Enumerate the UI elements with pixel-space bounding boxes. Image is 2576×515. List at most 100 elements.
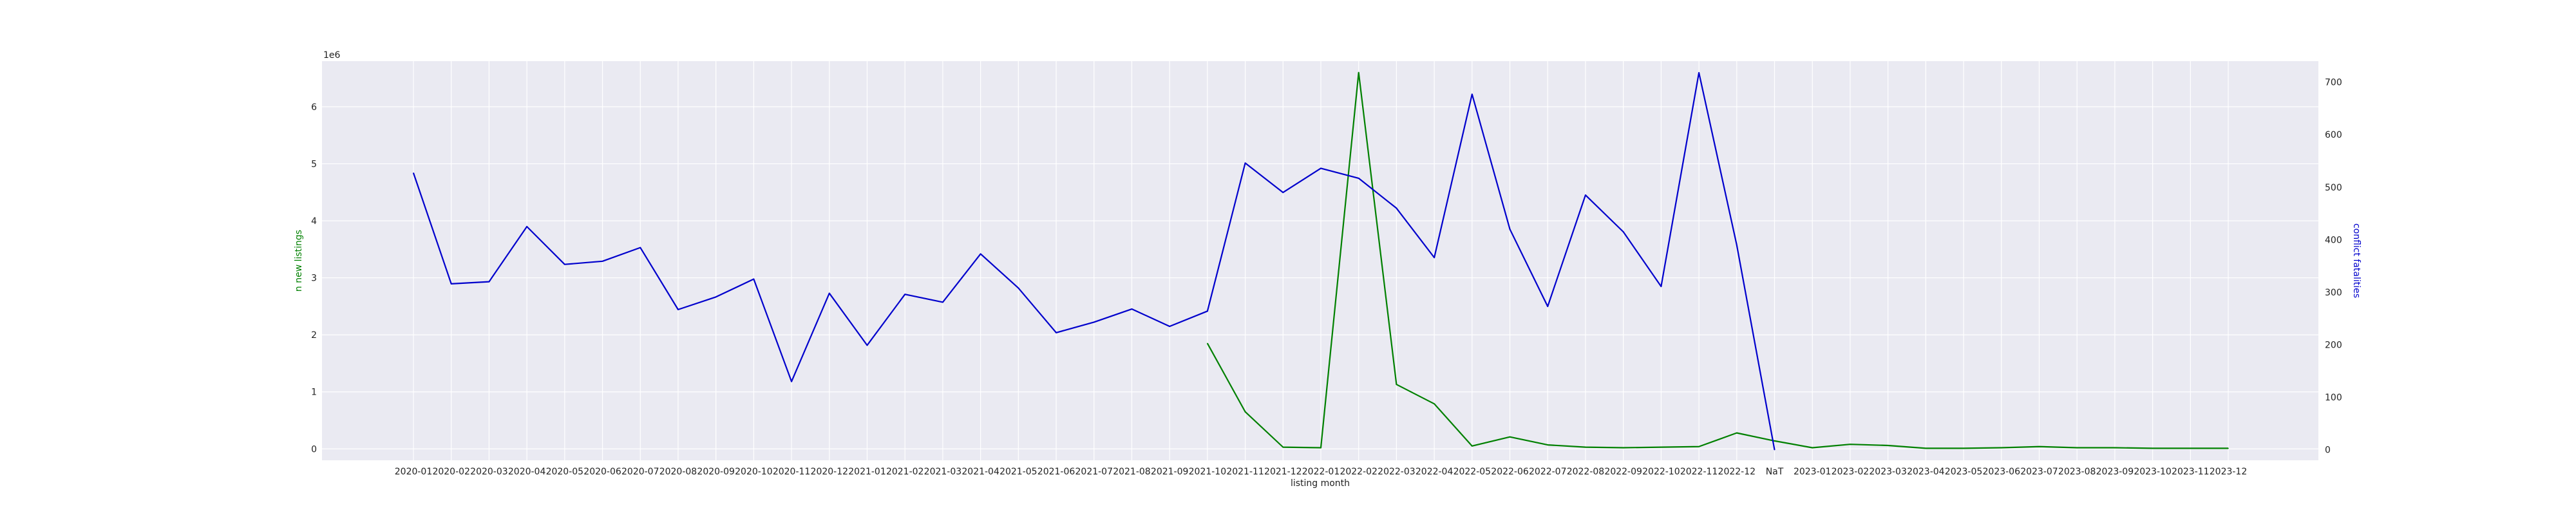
data-point	[1660, 446, 1662, 448]
x-tick-label: 2023-11	[2172, 467, 2210, 477]
x-tick-label: 2020-08	[659, 467, 697, 477]
right-y-tick-label: 400	[2325, 235, 2342, 245]
x-tick-label: 2021-04	[961, 467, 999, 477]
data-point	[488, 281, 490, 283]
left-y-tick-label: 4	[311, 216, 317, 227]
data-point	[2190, 447, 2192, 449]
x-tick-label: 2023-01	[1794, 467, 1832, 477]
x-tick-label: 2022-09	[1604, 467, 1642, 477]
data-point	[1244, 162, 1246, 164]
data-point	[1320, 447, 1321, 449]
data-point	[1056, 332, 1057, 333]
data-point	[1244, 411, 1246, 413]
data-point	[1358, 71, 1359, 73]
left-axis-offset-label: 1e6	[323, 50, 341, 61]
right-y-tick-label: 0	[2325, 445, 2331, 456]
data-point	[1358, 178, 1359, 179]
right-y-tick-label: 100	[2325, 393, 2342, 403]
x-tick-label: 2021-12	[1264, 467, 1302, 477]
data-point	[1547, 444, 1549, 445]
left-y-tick-label: 1	[311, 388, 317, 398]
x-tick-label: 2020-09	[697, 467, 735, 477]
left-y-tick-label: 2	[311, 330, 317, 341]
data-point	[791, 380, 792, 382]
x-tick-label: 2020-03	[470, 467, 508, 477]
data-point	[753, 278, 755, 280]
x-tick-label: 2023-04	[1907, 467, 1945, 477]
x-tick-label: 2023-07	[2020, 467, 2058, 477]
data-point	[1320, 167, 1321, 169]
data-point	[828, 292, 830, 294]
x-tick-label: 2023-10	[2134, 467, 2172, 477]
data-point	[1207, 310, 1208, 312]
data-point	[1509, 436, 1511, 438]
data-point	[1850, 444, 1851, 445]
x-tick-label: 2022-02	[1340, 467, 1378, 477]
data-point	[1925, 447, 1927, 449]
data-point	[715, 296, 717, 298]
data-point	[1509, 229, 1511, 230]
x-tick-label: 2022-07	[1529, 467, 1567, 477]
data-point	[601, 261, 603, 262]
data-point	[1622, 231, 1624, 232]
x-tick-label: 2023-12	[2210, 467, 2248, 477]
data-point	[2038, 445, 2040, 447]
x-tick-label: 2022-12	[1718, 467, 1756, 477]
right-y-tick-label: 300	[2325, 288, 2342, 298]
x-tick-label: 2020-05	[546, 467, 584, 477]
data-point	[1472, 93, 1473, 95]
data-point	[1282, 192, 1284, 193]
data-point	[1131, 308, 1133, 310]
data-point	[1698, 445, 1700, 447]
left-y-tick-label: 0	[311, 444, 317, 454]
data-point	[1282, 446, 1284, 448]
data-point	[1698, 72, 1700, 73]
x-tick-label: 2021-03	[924, 467, 962, 477]
data-point	[526, 226, 527, 227]
x-tick-label: 2020-06	[583, 467, 621, 477]
data-point	[677, 309, 679, 310]
x-tick-label: 2022-10	[1642, 467, 1680, 477]
data-point	[904, 294, 906, 295]
data-point	[2152, 447, 2154, 449]
x-tick-label: 2021-11	[1226, 467, 1264, 477]
x-tick-label: 2020-07	[621, 467, 659, 477]
x-tick-label: 2020-12	[811, 467, 849, 477]
data-point	[2076, 447, 2078, 449]
data-point	[450, 283, 452, 285]
data-point	[1774, 449, 1776, 451]
data-point	[1396, 384, 1397, 385]
x-tick-label: 2021-06	[1037, 467, 1075, 477]
x-tick-label: 2022-08	[1567, 467, 1605, 477]
data-point	[1585, 446, 1586, 448]
data-point	[1396, 207, 1397, 209]
x-tick-label: 2023-03	[1869, 467, 1907, 477]
data-point	[1547, 306, 1549, 307]
data-point	[1169, 326, 1170, 327]
data-point	[1434, 257, 1435, 258]
data-point	[1963, 447, 1964, 449]
x-tick-label: NaT	[1766, 467, 1784, 477]
data-point	[980, 253, 981, 255]
data-point	[639, 247, 641, 248]
left-y-tick-label: 3	[311, 274, 317, 284]
data-point	[1887, 445, 1889, 446]
data-point	[2000, 447, 2002, 449]
data-point	[1774, 440, 1776, 442]
x-tick-label: 2022-05	[1454, 467, 1492, 477]
x-tick-label: 2021-10	[1189, 467, 1227, 477]
axis-ticks: 2020-01 2020-02 2020-03 2020-04 2020-05 2020-…	[311, 78, 2342, 477]
data-point	[1093, 321, 1095, 323]
data-point	[1622, 447, 1624, 449]
data-point	[1434, 403, 1435, 405]
x-tick-label: 2020-01	[395, 467, 433, 477]
x-tick-label: 2021-05	[999, 467, 1037, 477]
x-tick-label: 2020-02	[432, 467, 470, 477]
x-tick-label: 2022-01	[1302, 467, 1340, 477]
x-tick-label: 2021-09	[1151, 467, 1189, 477]
data-point	[1812, 447, 1814, 449]
data-point	[942, 301, 943, 303]
data-point	[1207, 342, 1208, 344]
x-tick-label: 2023-05	[1945, 467, 1983, 477]
data-point	[1018, 287, 1019, 289]
